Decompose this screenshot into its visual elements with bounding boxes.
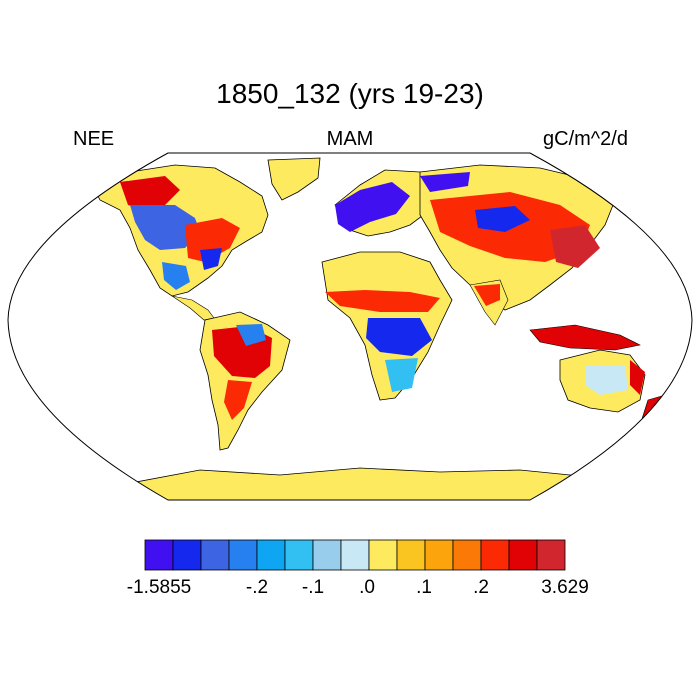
colorbar-swatch bbox=[368, 539, 398, 571]
na-east-blue bbox=[200, 248, 222, 270]
asia-east-red bbox=[550, 225, 600, 268]
asia-blue-band bbox=[475, 206, 530, 232]
colorbar-swatch bbox=[480, 539, 510, 571]
europe-blue bbox=[335, 182, 410, 232]
sa-south-red bbox=[224, 380, 252, 420]
sa-blue bbox=[236, 324, 266, 346]
colorbar-swatch bbox=[536, 539, 566, 571]
asia-north-blue bbox=[420, 172, 470, 192]
colorbar-tick-label: .1 bbox=[416, 577, 432, 598]
map-title: 1850_132 (yrs 19-23) bbox=[216, 78, 484, 109]
units-label: gC/m^2/d bbox=[543, 128, 628, 150]
india-red bbox=[474, 284, 500, 306]
na-east-red bbox=[185, 218, 240, 262]
colorbar-swatch bbox=[508, 539, 538, 571]
globe-outline bbox=[7, 152, 693, 501]
colorbar-swatch bbox=[284, 539, 314, 571]
colorbar-tick-label: -.2 bbox=[245, 577, 269, 598]
colorbar-swatch bbox=[172, 539, 202, 571]
variable-label: NEE bbox=[73, 128, 115, 150]
indonesia bbox=[529, 324, 641, 351]
africa-red-band bbox=[325, 290, 440, 312]
colorbar-tick-label: .2 bbox=[473, 577, 489, 598]
greenland bbox=[267, 157, 321, 201]
colorbar-swatch bbox=[424, 539, 454, 571]
na-blue-band bbox=[130, 205, 200, 250]
colorbar-swatch bbox=[452, 539, 482, 571]
colorbar-swatch bbox=[256, 539, 286, 571]
colorbar-swatch bbox=[396, 539, 426, 571]
colorbar-swatch bbox=[312, 539, 342, 571]
colorbar-tick-label: .0 bbox=[359, 577, 375, 598]
africa-south-blue bbox=[385, 358, 418, 392]
australia-lightblue bbox=[585, 365, 628, 395]
na-west-red bbox=[120, 176, 180, 210]
colorbar-tick-label: -.1 bbox=[301, 577, 325, 598]
colorbar-tick-label: 3.629 bbox=[541, 577, 589, 598]
na-gulf-blue bbox=[162, 262, 190, 290]
colorbar-swatch bbox=[200, 539, 230, 571]
colorbar-swatch bbox=[228, 539, 258, 571]
season-label: MAM bbox=[326, 128, 374, 150]
colorbar-swatch bbox=[144, 539, 174, 571]
africa-blue bbox=[366, 318, 432, 356]
colorbar-tick-label: -1.5855 bbox=[126, 577, 192, 598]
australia-east-red bbox=[630, 360, 645, 395]
colorbar-swatch bbox=[340, 539, 370, 571]
